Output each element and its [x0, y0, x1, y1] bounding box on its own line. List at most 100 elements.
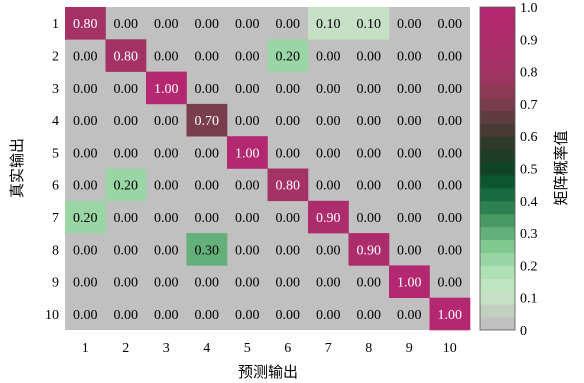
cell-value-label: 0.00 [235, 308, 260, 323]
cell-value-label: 0.00 [235, 243, 260, 258]
cell-value-label: 0.00 [316, 179, 341, 194]
x-tick-label: 7 [325, 341, 332, 356]
cell-value-label: 0.00 [195, 82, 220, 97]
colorbar-band [480, 162, 515, 176]
heatmap-cell [348, 7, 390, 40]
colorbar-band [480, 58, 515, 73]
cell-value-label: 0.00 [235, 179, 260, 194]
x-tick-labels: 1 2 3 4 5 6 7 8 9 10 [82, 341, 457, 356]
cell-value-label: 0.00 [276, 82, 301, 97]
heatmap-cell [429, 297, 471, 331]
cell-value-label: 0.00 [73, 82, 98, 97]
colorbar [480, 7, 515, 330]
colorbar-tick-label: 0.4 [520, 195, 538, 210]
x-tick-label: 1 [82, 341, 89, 356]
heatmap-cell [186, 233, 228, 266]
colorbar-tick-label: 0.7 [520, 98, 538, 113]
heatmap-cell [308, 200, 349, 234]
cell-value-label: 0.00 [114, 114, 139, 129]
y-tick-label: 6 [52, 179, 59, 194]
cell-value-label: 0.00 [397, 243, 422, 258]
cell-value-label: 0.00 [73, 114, 98, 129]
cell-value-label: 0.00 [316, 243, 341, 258]
x-tick-label: 8 [365, 341, 372, 356]
colorbar-band [480, 123, 515, 137]
colorbar-band [480, 252, 515, 266]
heatmap-cell [389, 265, 430, 298]
cell-value-label: 0.00 [154, 211, 179, 226]
cell-value-label: 0.00 [438, 243, 463, 258]
x-tick-label: 5 [244, 341, 251, 356]
cell-value-label: 0.00 [357, 308, 382, 323]
cell-value-label: 0.10 [357, 17, 382, 32]
cell-value-label: 0.00 [73, 308, 98, 323]
cell-value-label: 0.00 [235, 17, 260, 32]
colorbar-band [480, 110, 515, 124]
cell-value-label: 0.00 [397, 146, 422, 161]
colorbar-band [480, 239, 515, 253]
cell-value-label: 0.00 [357, 276, 382, 291]
cell-value-label: 0.10 [316, 17, 341, 32]
heatmap-cell [146, 71, 187, 105]
cell-value-label: 0.00 [73, 146, 98, 161]
colorbar-band [480, 304, 515, 318]
heatmap-cell [105, 39, 147, 72]
heatmap-cell [308, 7, 349, 40]
cell-value-label: 0.00 [397, 308, 422, 323]
colorbar-band [480, 71, 515, 86]
cell-value-label: 1.00 [438, 308, 463, 323]
heatmap-cell [65, 7, 106, 40]
cell-value-label: 0.00 [438, 114, 463, 129]
cell-value-label: 0.00 [397, 49, 422, 64]
cell-value-label: 0.00 [154, 308, 179, 323]
cell-value-label: 0.00 [73, 179, 98, 194]
cell-value-label: 1.00 [397, 276, 422, 291]
cell-value-label: 0.00 [73, 276, 98, 291]
cell-value-label: 0.00 [276, 308, 301, 323]
cell-value-label: 0.80 [276, 179, 301, 194]
cell-value-label: 0.00 [438, 211, 463, 226]
cell-value-label: 0.00 [438, 82, 463, 97]
x-tick-label: 2 [122, 341, 129, 356]
colorbar-tick-label: 0.9 [520, 33, 538, 48]
colorbar-band [480, 200, 515, 215]
heatmap-cells: 0.80 0.00 0.00 0.00 0.00 0.00 0.10 0.10 0.00 0.00… [65, 7, 471, 331]
colorbar-band [480, 7, 515, 21]
cell-value-label: 0.00 [235, 82, 260, 97]
cell-value-label: 0.90 [357, 243, 382, 258]
y-tick-label: 2 [52, 49, 59, 64]
colorbar-band [480, 174, 515, 189]
cell-value-label: 0.00 [276, 276, 301, 291]
cell-value-label: 0.00 [397, 114, 422, 129]
cell-value-label: 0.00 [357, 82, 382, 97]
cell-value-label: 0.00 [154, 276, 179, 291]
cell-value-label: 0.00 [195, 179, 220, 194]
cell-value-label: 0.00 [114, 82, 139, 97]
cell-value-label: 0.00 [154, 146, 179, 161]
cell-value-label: 1.00 [154, 82, 179, 97]
colorbar-band [480, 226, 515, 241]
colorbar-tick-label: 0.8 [520, 66, 538, 81]
cell-value-label: 0.00 [73, 49, 98, 64]
colorbar-band [480, 19, 515, 34]
colorbar-tick-label: 0.5 [520, 163, 538, 178]
cell-value-label: 0.00 [357, 179, 382, 194]
colorbar-title: 矩阵概率值 [552, 130, 570, 205]
cell-value-label: 0.00 [114, 308, 139, 323]
y-tick-label: 5 [52, 146, 59, 161]
cell-value-label: 0.20 [73, 211, 98, 226]
cell-value-label: 0.00 [195, 49, 220, 64]
colorbar-tick-label: 0.1 [520, 292, 538, 307]
cell-value-label: 0.00 [235, 211, 260, 226]
cell-value-label: 0.00 [316, 276, 341, 291]
heatmap-cell [105, 168, 147, 202]
colorbar-band [480, 317, 515, 330]
colorbar-band [480, 265, 515, 279]
cell-value-label: 0.70 [195, 114, 220, 129]
cell-value-label: 0.00 [438, 276, 463, 291]
cell-value-label: 0.20 [114, 179, 139, 194]
cell-value-label: 0.00 [397, 211, 422, 226]
colorbar-band [480, 45, 515, 60]
cell-value-label: 0.00 [276, 211, 301, 226]
